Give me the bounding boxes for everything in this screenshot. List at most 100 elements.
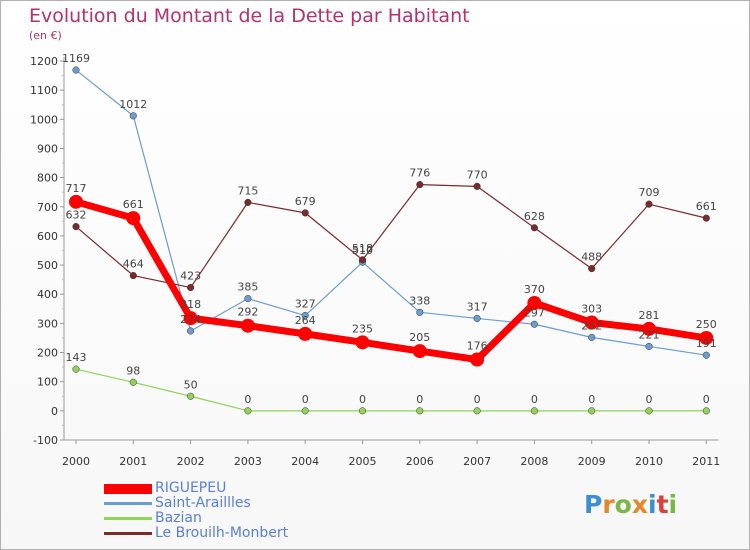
x-tick-label: 2000	[62, 455, 90, 468]
x-tick-label: 2004	[291, 455, 319, 468]
data-label: 176	[467, 340, 488, 353]
data-point	[702, 407, 710, 415]
brand-letter: r	[602, 490, 615, 519]
data-label: 679	[295, 195, 316, 208]
x-tick-label: 2001	[119, 455, 147, 468]
data-label: 318	[180, 298, 201, 311]
data-label: 661	[696, 200, 717, 213]
chart-unit-label: (en €)	[29, 29, 62, 42]
y-tick-label: 1100	[30, 84, 58, 97]
legend-label: Bazian	[155, 510, 202, 526]
series-line	[75, 184, 707, 289]
y-tick-label: 600	[37, 230, 58, 243]
data-label: 250	[696, 318, 717, 331]
legend-swatch	[104, 532, 152, 535]
data-label: 1012	[119, 98, 147, 111]
data-point	[183, 311, 198, 326]
data-label: 717	[66, 182, 87, 195]
data-label: 0	[588, 393, 595, 406]
data-point	[416, 308, 424, 316]
data-label: 303	[581, 303, 602, 316]
y-tick-label: 700	[37, 201, 58, 214]
data-label: 338	[409, 294, 430, 307]
data-label: 370	[524, 283, 545, 296]
x-tick-label: 2002	[177, 455, 205, 468]
y-tick-label: 800	[37, 172, 58, 185]
y-tick-label: 0	[51, 405, 58, 418]
data-point	[355, 335, 370, 350]
data-point	[129, 272, 137, 280]
data-label: 510	[352, 244, 373, 257]
data-point	[244, 407, 252, 415]
data-label: 715	[237, 184, 258, 197]
proxiti-logo: Proxiti	[584, 490, 677, 519]
data-point	[642, 321, 656, 336]
y-tick-label: 500	[37, 259, 58, 272]
data-point	[187, 327, 195, 335]
data-point	[187, 283, 195, 292]
legend-label: Le Brouilh-Monbert	[155, 525, 289, 541]
data-point	[527, 295, 542, 310]
y-tick-label: 200	[37, 347, 58, 360]
data-point	[412, 344, 427, 359]
data-point	[584, 315, 599, 330]
x-tick-label: 2003	[234, 455, 262, 468]
data-label: 1169	[62, 52, 90, 65]
data-label: 98	[126, 364, 140, 377]
data-label: 292	[237, 306, 258, 319]
data-point	[530, 224, 538, 232]
data-point	[126, 211, 141, 226]
data-point	[72, 66, 80, 74]
series-line	[75, 198, 707, 364]
data-point	[473, 407, 481, 415]
brand-letter: i	[668, 490, 678, 519]
data-label: 0	[646, 393, 653, 406]
data-label: 191	[696, 337, 717, 350]
data-label: 661	[123, 198, 144, 211]
data-point	[358, 256, 367, 264]
data-point	[72, 365, 80, 373]
data-label: 297	[524, 306, 545, 319]
data-label: 0	[703, 393, 710, 406]
data-point	[645, 407, 653, 415]
data-label: 50	[184, 378, 198, 391]
axes: -100010020030040050060070080090010001100…	[30, 55, 720, 468]
x-tick-label: 2005	[349, 455, 377, 468]
data-point	[588, 333, 596, 341]
data-point	[702, 351, 710, 359]
y-tick-label: -100	[33, 434, 58, 447]
data-label: 235	[352, 322, 373, 335]
data-point	[588, 265, 596, 273]
data-point	[702, 214, 710, 222]
data-label: 221	[639, 328, 660, 341]
data-label: 770	[467, 168, 488, 181]
legend-label: Saint-Araillles	[155, 495, 251, 511]
brand-letter: i	[648, 490, 657, 519]
data-point	[470, 352, 485, 367]
data-label: 709	[639, 186, 660, 199]
data-point	[416, 407, 424, 415]
brand-letter: x	[631, 490, 648, 519]
legend-swatch	[104, 484, 152, 494]
data-point	[301, 209, 309, 217]
data-point	[129, 378, 137, 386]
data-label: 0	[244, 393, 251, 406]
data-point	[473, 314, 481, 322]
data-point	[588, 407, 596, 415]
x-tick-label: 2007	[463, 455, 491, 468]
x-tick-label: 2011	[692, 455, 720, 468]
data-label: 264	[295, 314, 316, 327]
y-tick-label: 1000	[30, 113, 58, 126]
data-label: 518	[352, 242, 373, 255]
data-label: 0	[302, 393, 309, 406]
legend-swatch	[104, 502, 152, 505]
x-tick-label: 2010	[635, 455, 663, 468]
series-line	[75, 69, 707, 356]
x-tick-label: 2006	[406, 455, 434, 468]
data-point	[699, 330, 714, 345]
data-point	[358, 407, 367, 415]
data-label: 143	[66, 351, 87, 364]
data-label: 281	[639, 309, 660, 322]
data-label: 423	[180, 270, 201, 283]
